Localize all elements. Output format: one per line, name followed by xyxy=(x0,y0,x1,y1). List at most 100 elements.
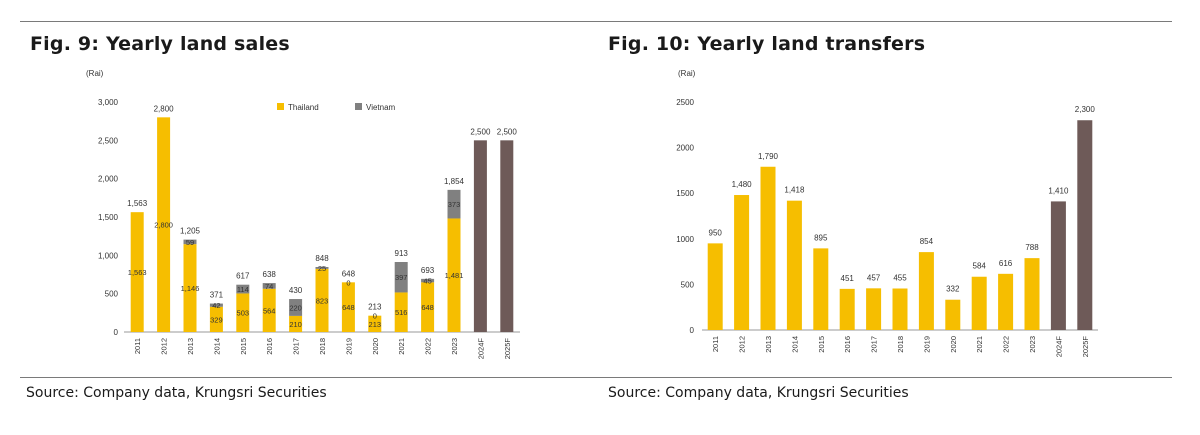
fig9-legend-swatch-thailand xyxy=(277,103,284,110)
fig9-bar-vietnam xyxy=(394,262,408,293)
fig10-x-tick-label: 2014 xyxy=(790,336,799,353)
fig10-data-label: 455 xyxy=(893,274,907,283)
fig9-data-label-thailand: 503 xyxy=(237,309,250,318)
fig9-x-tick-label: 2017 xyxy=(292,338,301,355)
fig9-data-label-vietnam: 45 xyxy=(423,277,431,286)
fig10-bar xyxy=(1050,201,1066,330)
fig9-bar-thailand xyxy=(157,117,171,332)
fig10-data-label: 950 xyxy=(709,228,723,237)
fig9-data-label-thailand: 1,481 xyxy=(445,271,464,280)
fig9-total-label: 1,854 xyxy=(444,177,465,186)
fig9-bar-thailand xyxy=(183,244,197,332)
fig10-data-label: 2,300 xyxy=(1075,105,1096,114)
fig9-source: Source: Company data, Krungsri Securitie… xyxy=(26,385,327,401)
fig9-data-label-vietnam: 397 xyxy=(395,273,408,282)
fig10-source: Source: Company data, Krungsri Securitie… xyxy=(608,385,909,401)
fig10-chart: (Rai) 0 500 1000 1500 2000 2500 950 2011 1,480 201… xyxy=(676,69,1098,358)
fig9-x-tick-label: 2024F xyxy=(476,338,485,360)
fig9-total-label: 430 xyxy=(289,286,303,295)
fig10-data-label: 451 xyxy=(841,274,855,283)
fig9-data-label-thailand: 516 xyxy=(395,308,408,317)
fig9-bar-thailand xyxy=(368,315,382,332)
fig9-data-label-vietnam: 373 xyxy=(448,200,461,209)
fig9-chart: (Rai) 0 500 1,000 1,500 2,000 2,500 3,000 Thaila… xyxy=(86,69,520,360)
top-rule xyxy=(20,21,1172,22)
fig10-data-label: 332 xyxy=(946,285,960,294)
fig9-bar-vietnam xyxy=(209,303,223,307)
fig9-total-label: 2,500 xyxy=(497,127,518,136)
fig9-x-tick-label: 2025F xyxy=(503,338,512,360)
fig9-bar-thailand xyxy=(447,218,461,332)
fig10-x-tick-label: 2013 xyxy=(764,336,773,353)
fig9-legend-thailand: Thailand xyxy=(288,103,319,112)
fig10-y-tick-label: 500 xyxy=(681,280,695,289)
fig9-bar-thailand xyxy=(341,282,355,332)
fig9-data-label-thailand: 329 xyxy=(210,315,223,324)
fig9-x-tick-label: 2012 xyxy=(160,338,169,355)
fig10-x-tick-label: 2025F xyxy=(1081,336,1090,358)
fig9-data-label-thailand: 564 xyxy=(263,306,276,315)
fig10-data-label: 457 xyxy=(867,273,881,282)
fig9-x-tick-label: 2015 xyxy=(239,338,248,355)
fig10-bar xyxy=(998,273,1014,330)
fig9-data-label-vietnam: 114 xyxy=(237,285,249,294)
fig9-total-label: 648 xyxy=(342,269,356,278)
fig9-total-label: 2,800 xyxy=(154,104,175,113)
fig10-bar xyxy=(707,243,723,330)
fig9-bar-vietnam xyxy=(183,239,197,245)
fig9-total-label: 617 xyxy=(236,272,250,281)
bottom-rule xyxy=(20,377,1172,378)
fig9-data-label-thailand: 823 xyxy=(316,296,329,305)
fig9-bar-thailand xyxy=(262,288,276,332)
fig9-data-label-vietnam: 25 xyxy=(318,264,326,273)
fig10-x-tick-label: 2022 xyxy=(1002,336,1011,353)
fig9-data-label-vietnam: 74 xyxy=(265,282,273,291)
fig9-bar-vietnam xyxy=(262,283,276,289)
fig10-data-label: 854 xyxy=(920,237,934,246)
fig9-total-label: 1,563 xyxy=(127,199,148,208)
fig9-total-label: 913 xyxy=(395,249,409,258)
fig9-x-tick-label: 2018 xyxy=(318,338,327,355)
fig9-total-label: 1,205 xyxy=(180,227,201,236)
fig9-bar-vietnam xyxy=(421,278,435,283)
fig10-bar xyxy=(892,288,908,330)
fig9-total-label: 693 xyxy=(421,266,435,275)
fig9-legend-swatch-vietnam xyxy=(355,103,362,110)
fig10-bar xyxy=(866,288,882,330)
fig10-x-tick-label: 2024F xyxy=(1054,336,1063,358)
fig10-data-label: 1,418 xyxy=(784,186,805,195)
fig9-data-label-vietnam: 0 xyxy=(346,278,350,287)
fig9-data-label-thailand: 2,800 xyxy=(154,221,173,230)
fig10-y-tick-label: 0 xyxy=(690,326,695,335)
fig9-legend-vietnam: Vietnam xyxy=(366,103,396,112)
fig9-y-tick-label: 0 xyxy=(114,328,119,337)
fig10-x-tick-label: 2011 xyxy=(711,336,720,352)
fig9-x-tick-label: 2022 xyxy=(424,338,433,355)
fig10-bar xyxy=(786,200,802,330)
fig10-x-tick-label: 2017 xyxy=(870,336,879,353)
fig9-y-tick-label: 1,000 xyxy=(98,251,119,260)
fig10-data-label: 584 xyxy=(973,262,987,271)
fig10-x-tick-label: 2023 xyxy=(1028,336,1037,353)
fig9-data-label-thailand: 213 xyxy=(369,320,382,329)
fig9-x-tick-label: 2023 xyxy=(450,338,459,355)
fig9-data-label-thailand: 648 xyxy=(342,303,355,312)
fig9-bar-thailand xyxy=(236,293,250,332)
fig9-y-tick-label: 3,000 xyxy=(98,98,119,107)
fig9-bar-thailand xyxy=(130,212,144,332)
fig10-data-label: 1,480 xyxy=(732,180,753,189)
fig9-data-label-vietnam: 0 xyxy=(373,312,377,321)
fig9-total-label: 371 xyxy=(210,291,224,300)
fig9-bar-thailand xyxy=(209,306,223,332)
fig10-x-tick-label: 2012 xyxy=(738,336,747,353)
fig10-x-tick-label: 2020 xyxy=(949,336,958,353)
fig10-x-tick-label: 2021 xyxy=(975,336,984,353)
fig9-total-label: 2,500 xyxy=(470,127,491,136)
fig10-y-tick-label: 2000 xyxy=(676,144,694,153)
fig9-x-tick-label: 2021 xyxy=(397,338,406,355)
fig9-data-label-thailand: 210 xyxy=(289,320,302,329)
fig10-title: Fig. 10: Yearly land transfers xyxy=(608,33,926,55)
fig9-x-tick-label: 2014 xyxy=(212,338,221,355)
fig9-total-label: 848 xyxy=(315,254,329,263)
fig9-y-tick-label: 2,500 xyxy=(98,136,119,145)
